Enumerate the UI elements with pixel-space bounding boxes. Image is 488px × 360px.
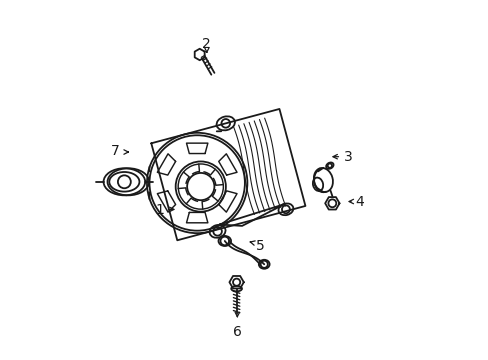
Text: 5: 5 <box>256 239 264 253</box>
Text: 1: 1 <box>156 203 164 217</box>
Text: 4: 4 <box>354 194 363 208</box>
Text: 6: 6 <box>232 325 241 339</box>
Text: 2: 2 <box>202 37 211 51</box>
Text: 7: 7 <box>111 144 120 158</box>
Text: 3: 3 <box>344 150 352 164</box>
